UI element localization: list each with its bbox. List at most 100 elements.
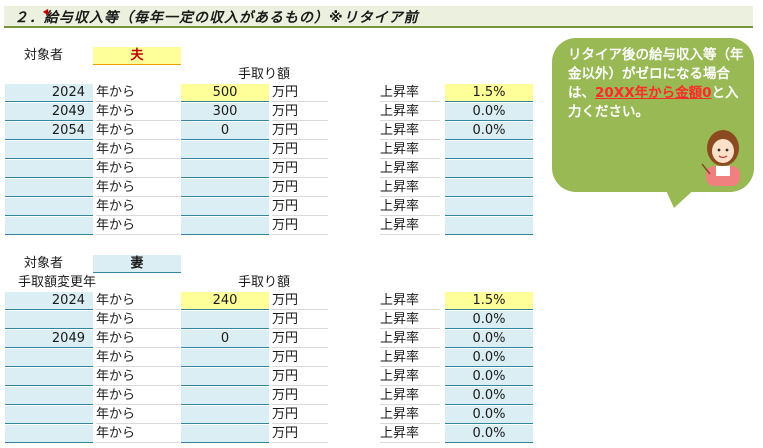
wife-rate-input[interactable]: 0.0% bbox=[445, 311, 533, 329]
wife-from-label: 年から bbox=[96, 330, 180, 348]
wife-from-label: 年から bbox=[96, 406, 180, 424]
wife-rate-input[interactable]: 0.0% bbox=[445, 330, 533, 348]
wife-rate-input[interactable]: 0.0% bbox=[445, 425, 533, 443]
husband-unit-label: 万円 bbox=[272, 122, 328, 140]
husband-rate-input[interactable] bbox=[445, 141, 533, 159]
husband-amount-input[interactable] bbox=[181, 179, 269, 197]
husband-amount-input[interactable] bbox=[181, 160, 269, 178]
husband-rate-input[interactable] bbox=[445, 160, 533, 178]
husband-unit-label: 万円 bbox=[272, 198, 328, 216]
wife-rate-label: 上昇率 bbox=[380, 425, 440, 443]
wife-amount-input[interactable] bbox=[181, 406, 269, 424]
note-line1: リタイア後の給与収入等（年金以外）がゼロになる場合は、 bbox=[568, 47, 744, 101]
wife-rate-label: 上昇率 bbox=[380, 368, 440, 386]
husband-year-input[interactable]: 2024 bbox=[5, 84, 93, 102]
husband-year-input[interactable] bbox=[5, 217, 93, 235]
husband-amount-input[interactable] bbox=[181, 141, 269, 159]
wife-unit-label: 万円 bbox=[272, 425, 328, 443]
husband-year-input[interactable]: 2054 bbox=[5, 122, 93, 140]
wife-year-input[interactable] bbox=[5, 387, 93, 405]
wife-year-input[interactable]: 2024 bbox=[5, 292, 93, 310]
wife-rate-input[interactable]: 0.0% bbox=[445, 368, 533, 386]
wife-rate-label: 上昇率 bbox=[380, 406, 440, 424]
wife-amount-input[interactable] bbox=[181, 311, 269, 329]
husband-from-label: 年から bbox=[96, 84, 180, 102]
husband-amount-input[interactable] bbox=[181, 198, 269, 216]
wife-year-input[interactable]: 2049 bbox=[5, 330, 93, 348]
wife-rate-label: 上昇率 bbox=[380, 330, 440, 348]
husband-year-input[interactable] bbox=[5, 198, 93, 216]
husband-from-label: 年から bbox=[96, 217, 180, 235]
wife-unit-label: 万円 bbox=[272, 349, 328, 367]
note-highlight: 20XX年から金額0 bbox=[595, 85, 712, 101]
wife-rate-input[interactable]: 1.5% bbox=[445, 292, 533, 310]
wife-year-input[interactable] bbox=[5, 311, 93, 329]
husband-subject-name[interactable]: 夫 bbox=[93, 47, 181, 65]
wife-change-year-header: 手取額変更年 bbox=[18, 275, 97, 290]
wife-amount-input[interactable] bbox=[181, 349, 269, 367]
husband-amount-input[interactable]: 300 bbox=[181, 103, 269, 121]
section-title: ２．給与収入等（毎年一定の収入があるもの）※リタイア前 bbox=[14, 10, 419, 26]
husband-year-input[interactable]: 2049 bbox=[5, 103, 93, 121]
note-bubble-tail bbox=[664, 186, 698, 208]
husband-rate-label: 上昇率 bbox=[380, 141, 440, 159]
husband-rate-input[interactable] bbox=[445, 217, 533, 235]
wife-from-label: 年から bbox=[96, 311, 180, 329]
wife-unit-label: 万円 bbox=[272, 368, 328, 386]
wife-rate-label: 上昇率 bbox=[380, 349, 440, 367]
note-text: リタイア後の給与収入等（年金以外）がゼロになる場合は、20XX年から金額0と入力… bbox=[568, 46, 748, 122]
husband-amount-header: 手取り額 bbox=[238, 67, 291, 82]
wife-amount-header: 手取り額 bbox=[238, 275, 291, 290]
husband-from-label: 年から bbox=[96, 160, 180, 178]
wife-rate-label: 上昇率 bbox=[380, 311, 440, 329]
husband-year-input[interactable] bbox=[5, 179, 93, 197]
wife-year-input[interactable] bbox=[5, 368, 93, 386]
husband-rate-label: 上昇率 bbox=[380, 198, 440, 216]
husband-from-label: 年から bbox=[96, 103, 180, 121]
husband-amount-input[interactable] bbox=[181, 217, 269, 235]
husband-subject-label: 対象者 bbox=[24, 48, 64, 63]
husband-year-input[interactable] bbox=[5, 141, 93, 159]
wife-year-input[interactable] bbox=[5, 406, 93, 424]
woman-pointing-icon bbox=[701, 130, 740, 186]
wife-unit-label: 万円 bbox=[272, 292, 328, 310]
husband-rate-input[interactable]: 0.0% bbox=[445, 122, 533, 140]
husband-amount-input[interactable]: 0 bbox=[181, 122, 269, 140]
wife-unit-label: 万円 bbox=[272, 406, 328, 424]
husband-rate-input[interactable]: 1.5% bbox=[445, 84, 533, 102]
husband-unit-label: 万円 bbox=[272, 84, 328, 102]
husband-rate-input[interactable] bbox=[445, 198, 533, 216]
husband-year-input[interactable] bbox=[5, 160, 93, 178]
husband-amount-input[interactable]: 500 bbox=[181, 84, 269, 102]
section-header-bar bbox=[4, 6, 753, 28]
husband-from-label: 年から bbox=[96, 179, 180, 197]
wife-unit-label: 万円 bbox=[272, 387, 328, 405]
husband-unit-label: 万円 bbox=[272, 141, 328, 159]
wife-year-input[interactable] bbox=[5, 349, 93, 367]
wife-rate-input[interactable]: 0.0% bbox=[445, 349, 533, 367]
wife-rate-input[interactable]: 0.0% bbox=[445, 406, 533, 424]
wife-amount-input[interactable]: 240 bbox=[181, 292, 269, 310]
husband-rate-input[interactable] bbox=[445, 179, 533, 197]
wife-amount-input[interactable] bbox=[181, 425, 269, 443]
husband-unit-label: 万円 bbox=[272, 217, 328, 235]
husband-rate-input[interactable]: 0.0% bbox=[445, 103, 533, 121]
note-line2: と入力ください。 bbox=[568, 85, 739, 120]
wife-amount-input[interactable] bbox=[181, 387, 269, 405]
husband-rate-label: 上昇率 bbox=[380, 160, 440, 178]
wife-amount-input[interactable]: 0 bbox=[181, 330, 269, 348]
wife-subject-label: 対象者 bbox=[24, 256, 64, 271]
wife-subject-name[interactable]: 妻 bbox=[93, 255, 181, 273]
wife-from-label: 年から bbox=[96, 425, 180, 443]
wife-rate-input[interactable]: 0.0% bbox=[445, 387, 533, 405]
wife-from-label: 年から bbox=[96, 292, 180, 310]
husband-rate-label: 上昇率 bbox=[380, 179, 440, 197]
wife-rate-label: 上昇率 bbox=[380, 387, 440, 405]
wife-amount-input[interactable] bbox=[181, 368, 269, 386]
husband-from-label: 年から bbox=[96, 198, 180, 216]
wife-from-label: 年から bbox=[96, 368, 180, 386]
husband-from-label: 年から bbox=[96, 141, 180, 159]
husband-unit-label: 万円 bbox=[272, 179, 328, 197]
wife-unit-label: 万円 bbox=[272, 330, 328, 348]
wife-year-input[interactable] bbox=[5, 425, 93, 443]
